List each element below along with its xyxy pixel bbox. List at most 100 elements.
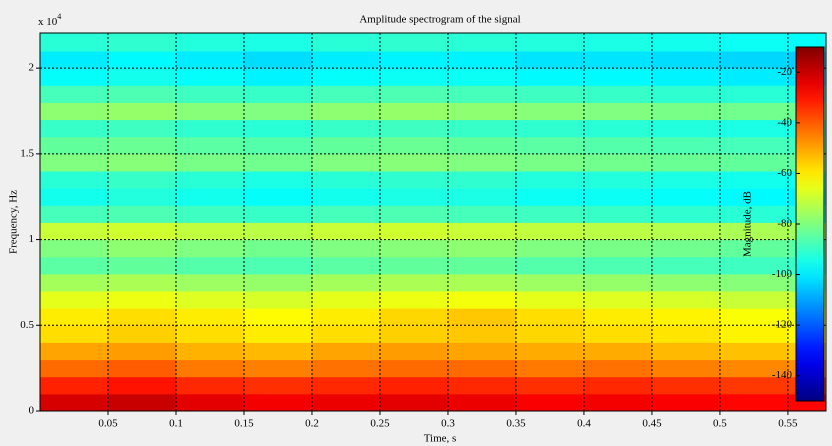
cell [175,119,245,138]
cell [719,291,789,309]
cell [515,33,585,52]
cell [311,376,381,395]
cell [40,153,109,172]
cell [583,136,653,155]
cell [583,33,653,52]
cell [447,153,517,172]
cell [583,153,653,172]
cell [379,102,449,121]
cell [379,256,449,275]
cell [107,102,177,121]
cell [107,51,177,69]
cell [651,393,721,412]
cell [719,188,789,206]
cell [583,291,653,309]
cell [311,136,381,155]
cell [243,256,313,275]
cell [107,119,177,138]
cell [515,68,585,86]
cell [107,256,177,275]
cell [107,376,177,395]
multiplier-base: x 10 [38,16,58,28]
cell [583,376,653,395]
cell [583,342,653,361]
cell [175,359,245,378]
cell [311,171,381,189]
cell [515,239,585,258]
cell [40,256,109,275]
cell [175,291,245,309]
cell [243,273,313,292]
cell [447,273,517,292]
cell [243,171,313,189]
cell [651,188,721,206]
cell [447,136,517,155]
cell [107,153,177,172]
cell [175,188,245,206]
cell [515,171,585,189]
cell [379,188,449,206]
x-tick-label: 0.5 [713,418,727,430]
colorbar-tick-label: -80 [777,218,792,230]
cell [379,342,449,361]
cell [719,342,789,361]
cell [515,136,585,155]
colorbar [795,46,825,402]
cell [175,33,245,52]
cell [107,291,177,309]
cell [311,325,381,343]
chart-title: Amplitude spectrogram of the signal [359,14,520,26]
cell [447,171,517,189]
cell [243,291,313,309]
cell [40,136,109,155]
x-tick-label: 0.05 [98,418,118,430]
cell [583,51,653,69]
cell [311,153,381,172]
cell [40,359,109,378]
cell [175,51,245,69]
cell [651,51,721,69]
cell [243,342,313,361]
cell [515,359,585,378]
cell [447,102,517,121]
cell [379,153,449,172]
cell [447,376,517,395]
colorbar-ticks: -20 -40 -60 -80 -100 -120 -140 [772,66,800,381]
cell [40,325,109,343]
cell [40,205,109,223]
colorbar-label: Magnitude, dB [742,191,754,257]
cell [651,68,721,86]
cell [40,239,109,258]
cell [243,239,313,258]
cell [243,325,313,343]
cell [379,51,449,69]
cell [40,51,109,69]
cell [651,376,721,395]
cell [447,239,517,258]
cell [719,51,789,69]
cell [719,33,789,52]
cell [243,136,313,155]
cell [243,188,313,206]
cell [583,308,653,326]
cell [40,222,109,241]
y-tick-label: 0.5 [20,319,34,331]
x-tick-label: 0.45 [642,418,662,430]
cell [719,308,789,326]
cell [175,325,245,343]
colorbar-tick-label: -100 [772,268,793,280]
cell [515,222,585,241]
cell [243,51,313,69]
cell [651,153,721,172]
cell [651,342,721,361]
x-tick-label: 0.55 [778,418,798,430]
cell [379,205,449,223]
cell [40,85,109,103]
cell [515,119,585,138]
cell [243,359,313,378]
cell [243,205,313,223]
x-tick-label: 0.2 [305,418,319,430]
cell [651,222,721,241]
cell [175,171,245,189]
